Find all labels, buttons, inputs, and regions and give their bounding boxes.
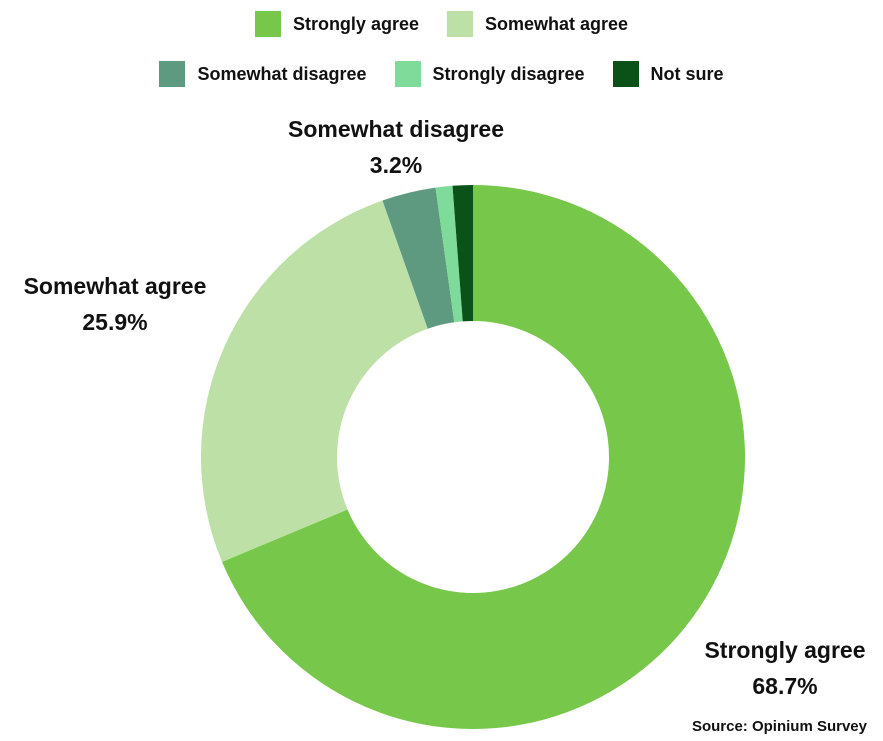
source-note: Source: Opinium Survey <box>692 718 867 735</box>
legend-swatch-strongly-disagree <box>395 61 421 87</box>
label-value-strongly-agree: 68.7% <box>752 673 817 699</box>
label-category-somewhat-disagree: Somewhat disagree <box>288 116 504 142</box>
legend-swatch-not-sure <box>613 61 639 87</box>
legend-swatch-strongly-agree <box>255 11 281 37</box>
legend-item-strongly-agree: Strongly agree <box>255 11 419 37</box>
legend-label-not-sure: Not sure <box>651 64 724 85</box>
label-category-somewhat-agree: Somewhat agree <box>24 273 207 299</box>
legend-item-somewhat-disagree: Somewhat disagree <box>159 61 366 87</box>
legend-label-somewhat-agree: Somewhat agree <box>485 14 628 35</box>
label-value-somewhat-disagree: 3.2% <box>370 152 422 178</box>
legend-item-strongly-disagree: Strongly disagree <box>395 61 585 87</box>
label-value-somewhat-agree: 25.9% <box>82 309 147 335</box>
legend-item-somewhat-agree: Somewhat agree <box>447 11 628 37</box>
donut-slices <box>201 185 745 729</box>
legend-label-strongly-agree: Strongly agree <box>293 14 419 35</box>
legend-label-somewhat-disagree: Somewhat disagree <box>197 64 366 85</box>
legend-swatch-somewhat-disagree <box>159 61 185 87</box>
legend-item-not-sure: Not sure <box>613 61 724 87</box>
label-category-strongly-agree: Strongly agree <box>704 637 865 663</box>
legend-swatch-somewhat-agree <box>447 11 473 37</box>
legend-row-2: Somewhat disagree Strongly disagree Not … <box>0 58 883 90</box>
legend-row-1: Strongly agree Somewhat agree <box>0 8 883 40</box>
slice-somewhat-agree <box>201 201 428 562</box>
legend-label-strongly-disagree: Strongly disagree <box>433 64 585 85</box>
